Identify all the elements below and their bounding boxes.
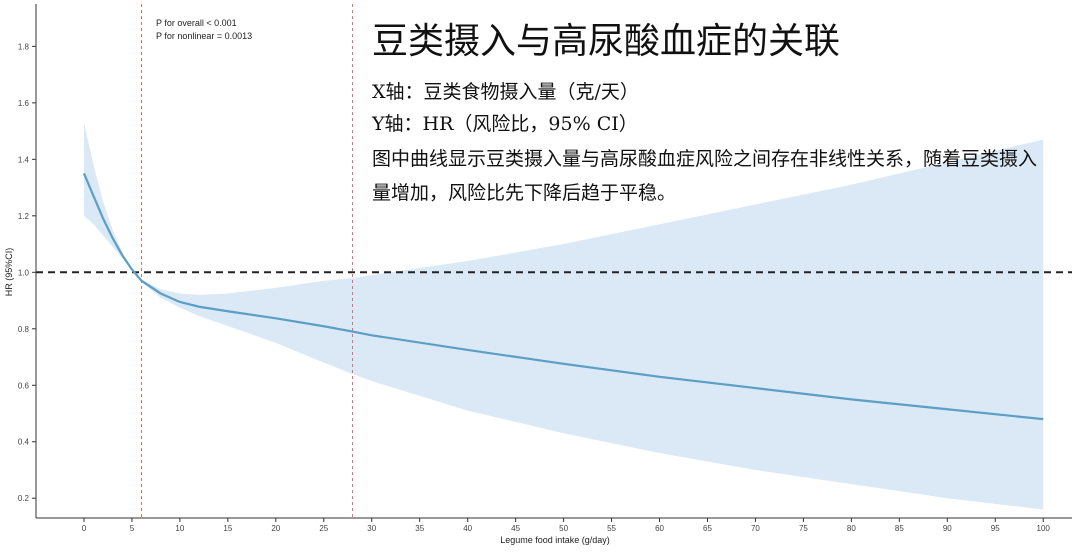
annotation-overlay: 豆类摄入与高尿酸血症的关联 X轴：豆类食物摄入量（克/天） Y轴：HR（风险比，… (372, 14, 1052, 210)
overlay-title: 豆类摄入与高尿酸血症的关联 (372, 21, 841, 62)
hr-curve (82, 173, 1044, 421)
y-axis-title: HR (95%CI) (4, 248, 14, 297)
x-tick-label: 10 (175, 524, 184, 533)
grid-layer (36, 4, 1072, 518)
y-tick-label: 1.4 (18, 155, 30, 164)
overlay-description: 图中曲线显示豆类摄入量与高尿酸血症风险之间存在非线性关系，随着豆类摄入量增加，风… (372, 148, 1038, 204)
y-tick-label: 0.8 (18, 325, 30, 334)
p-nonlinear-label: P for nonlinear = 0.0013 (156, 31, 252, 41)
x-tick-label: 20 (271, 524, 280, 533)
x-tick-label: 0 (82, 524, 87, 533)
y-tick-labels: 0.2 0.4 0.6 0.8 1.0 1.2 1.4 1.6 1.8 (18, 42, 30, 503)
x-tick-label: 15 (223, 524, 232, 533)
x-tick-labels: 0 5 10 15 20 25 30 35 40 45 50 55 60 65 70 75 80 85 90 95 10… (82, 524, 1051, 533)
x-tick-label: 70 (751, 524, 760, 533)
x-tick-label: 75 (799, 524, 808, 533)
y-tick-label: 1.6 (18, 99, 30, 108)
y-tick-label: 1.2 (18, 212, 30, 221)
x-tick-label: 95 (991, 524, 1000, 533)
y-tick-label: 1.0 (18, 268, 30, 277)
x-tick-label: 5 (130, 524, 135, 533)
axes-layer (32, 4, 1072, 522)
y-tick-label: 1.8 (18, 42, 30, 51)
x-tick-label: 25 (319, 524, 328, 533)
curve-layer (82, 173, 1044, 421)
x-tick-label: 80 (847, 524, 856, 533)
x-tick-label: 35 (415, 524, 424, 533)
y-tick-label: 0.2 (18, 494, 30, 503)
x-tick-label: 65 (703, 524, 712, 533)
x-tick-label: 100 (1037, 524, 1051, 533)
overlay-x-axis-note: X轴：豆类食物摄入量（克/天） (372, 81, 639, 103)
confidence-band (83, 122, 1044, 510)
overlay-y-axis-note: Y轴：HR（风险比，95% CI） (372, 113, 638, 135)
x-tick-label: 40 (463, 524, 472, 533)
x-tick-label: 30 (367, 524, 376, 533)
x-tick-label: 90 (943, 524, 952, 533)
x-tick-label: 85 (895, 524, 904, 533)
p-overall-label: P for overall < 0.001 (156, 18, 237, 28)
x-tick-label: 45 (511, 524, 520, 533)
x-axis-title: Legume food intake (g/day) (500, 535, 610, 545)
y-tick-label: 0.6 (18, 381, 30, 390)
x-tick-label: 55 (607, 524, 616, 533)
x-tick-label: 50 (559, 524, 568, 533)
x-tick-label: 60 (655, 524, 664, 533)
confidence-band-layer (83, 122, 1044, 510)
y-tick-label: 0.4 (18, 438, 30, 447)
